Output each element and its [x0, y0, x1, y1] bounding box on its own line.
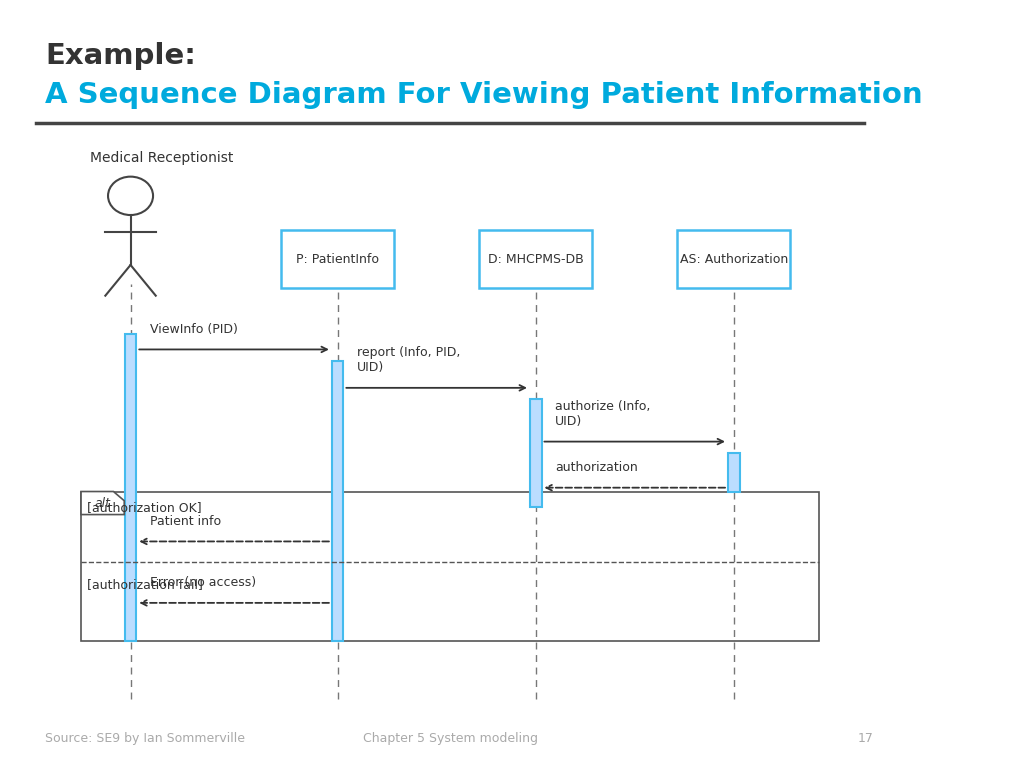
Text: Chapter 5 System modeling: Chapter 5 System modeling: [362, 732, 538, 745]
Text: D: MHCPMS-DB: D: MHCPMS-DB: [487, 253, 584, 266]
Text: [authorization fail]: [authorization fail]: [87, 578, 203, 591]
FancyBboxPatch shape: [282, 230, 394, 288]
Text: Medical Receptionist: Medical Receptionist: [90, 151, 233, 165]
Text: authorize (Info,
UID): authorize (Info, UID): [555, 400, 650, 428]
Bar: [332, 361, 343, 641]
Bar: [529, 399, 542, 507]
FancyBboxPatch shape: [479, 230, 592, 288]
Bar: [125, 334, 136, 641]
Text: A Sequence Diagram For Viewing Patient Information: A Sequence Diagram For Viewing Patient I…: [45, 81, 923, 108]
Text: P: PatientInfo: P: PatientInfo: [296, 253, 379, 266]
Text: [authorization OK]: [authorization OK]: [87, 501, 202, 514]
Bar: [81, 492, 819, 641]
Text: alt: alt: [94, 497, 111, 509]
Text: authorization: authorization: [555, 461, 638, 474]
Text: ViewInfo (PID): ViewInfo (PID): [150, 323, 238, 336]
Text: Error (no access): Error (no access): [150, 576, 256, 589]
Text: AS: Authorization: AS: Authorization: [680, 253, 787, 266]
FancyBboxPatch shape: [678, 230, 790, 288]
Text: Example:: Example:: [45, 42, 196, 70]
Polygon shape: [81, 492, 124, 515]
Text: report (Info, PID,
UID): report (Info, PID, UID): [357, 346, 461, 374]
Text: Patient info: Patient info: [150, 515, 221, 528]
Text: Source: SE9 by Ian Sommerville: Source: SE9 by Ian Sommerville: [45, 732, 245, 745]
Bar: [728, 453, 739, 492]
Text: 17: 17: [857, 732, 873, 745]
